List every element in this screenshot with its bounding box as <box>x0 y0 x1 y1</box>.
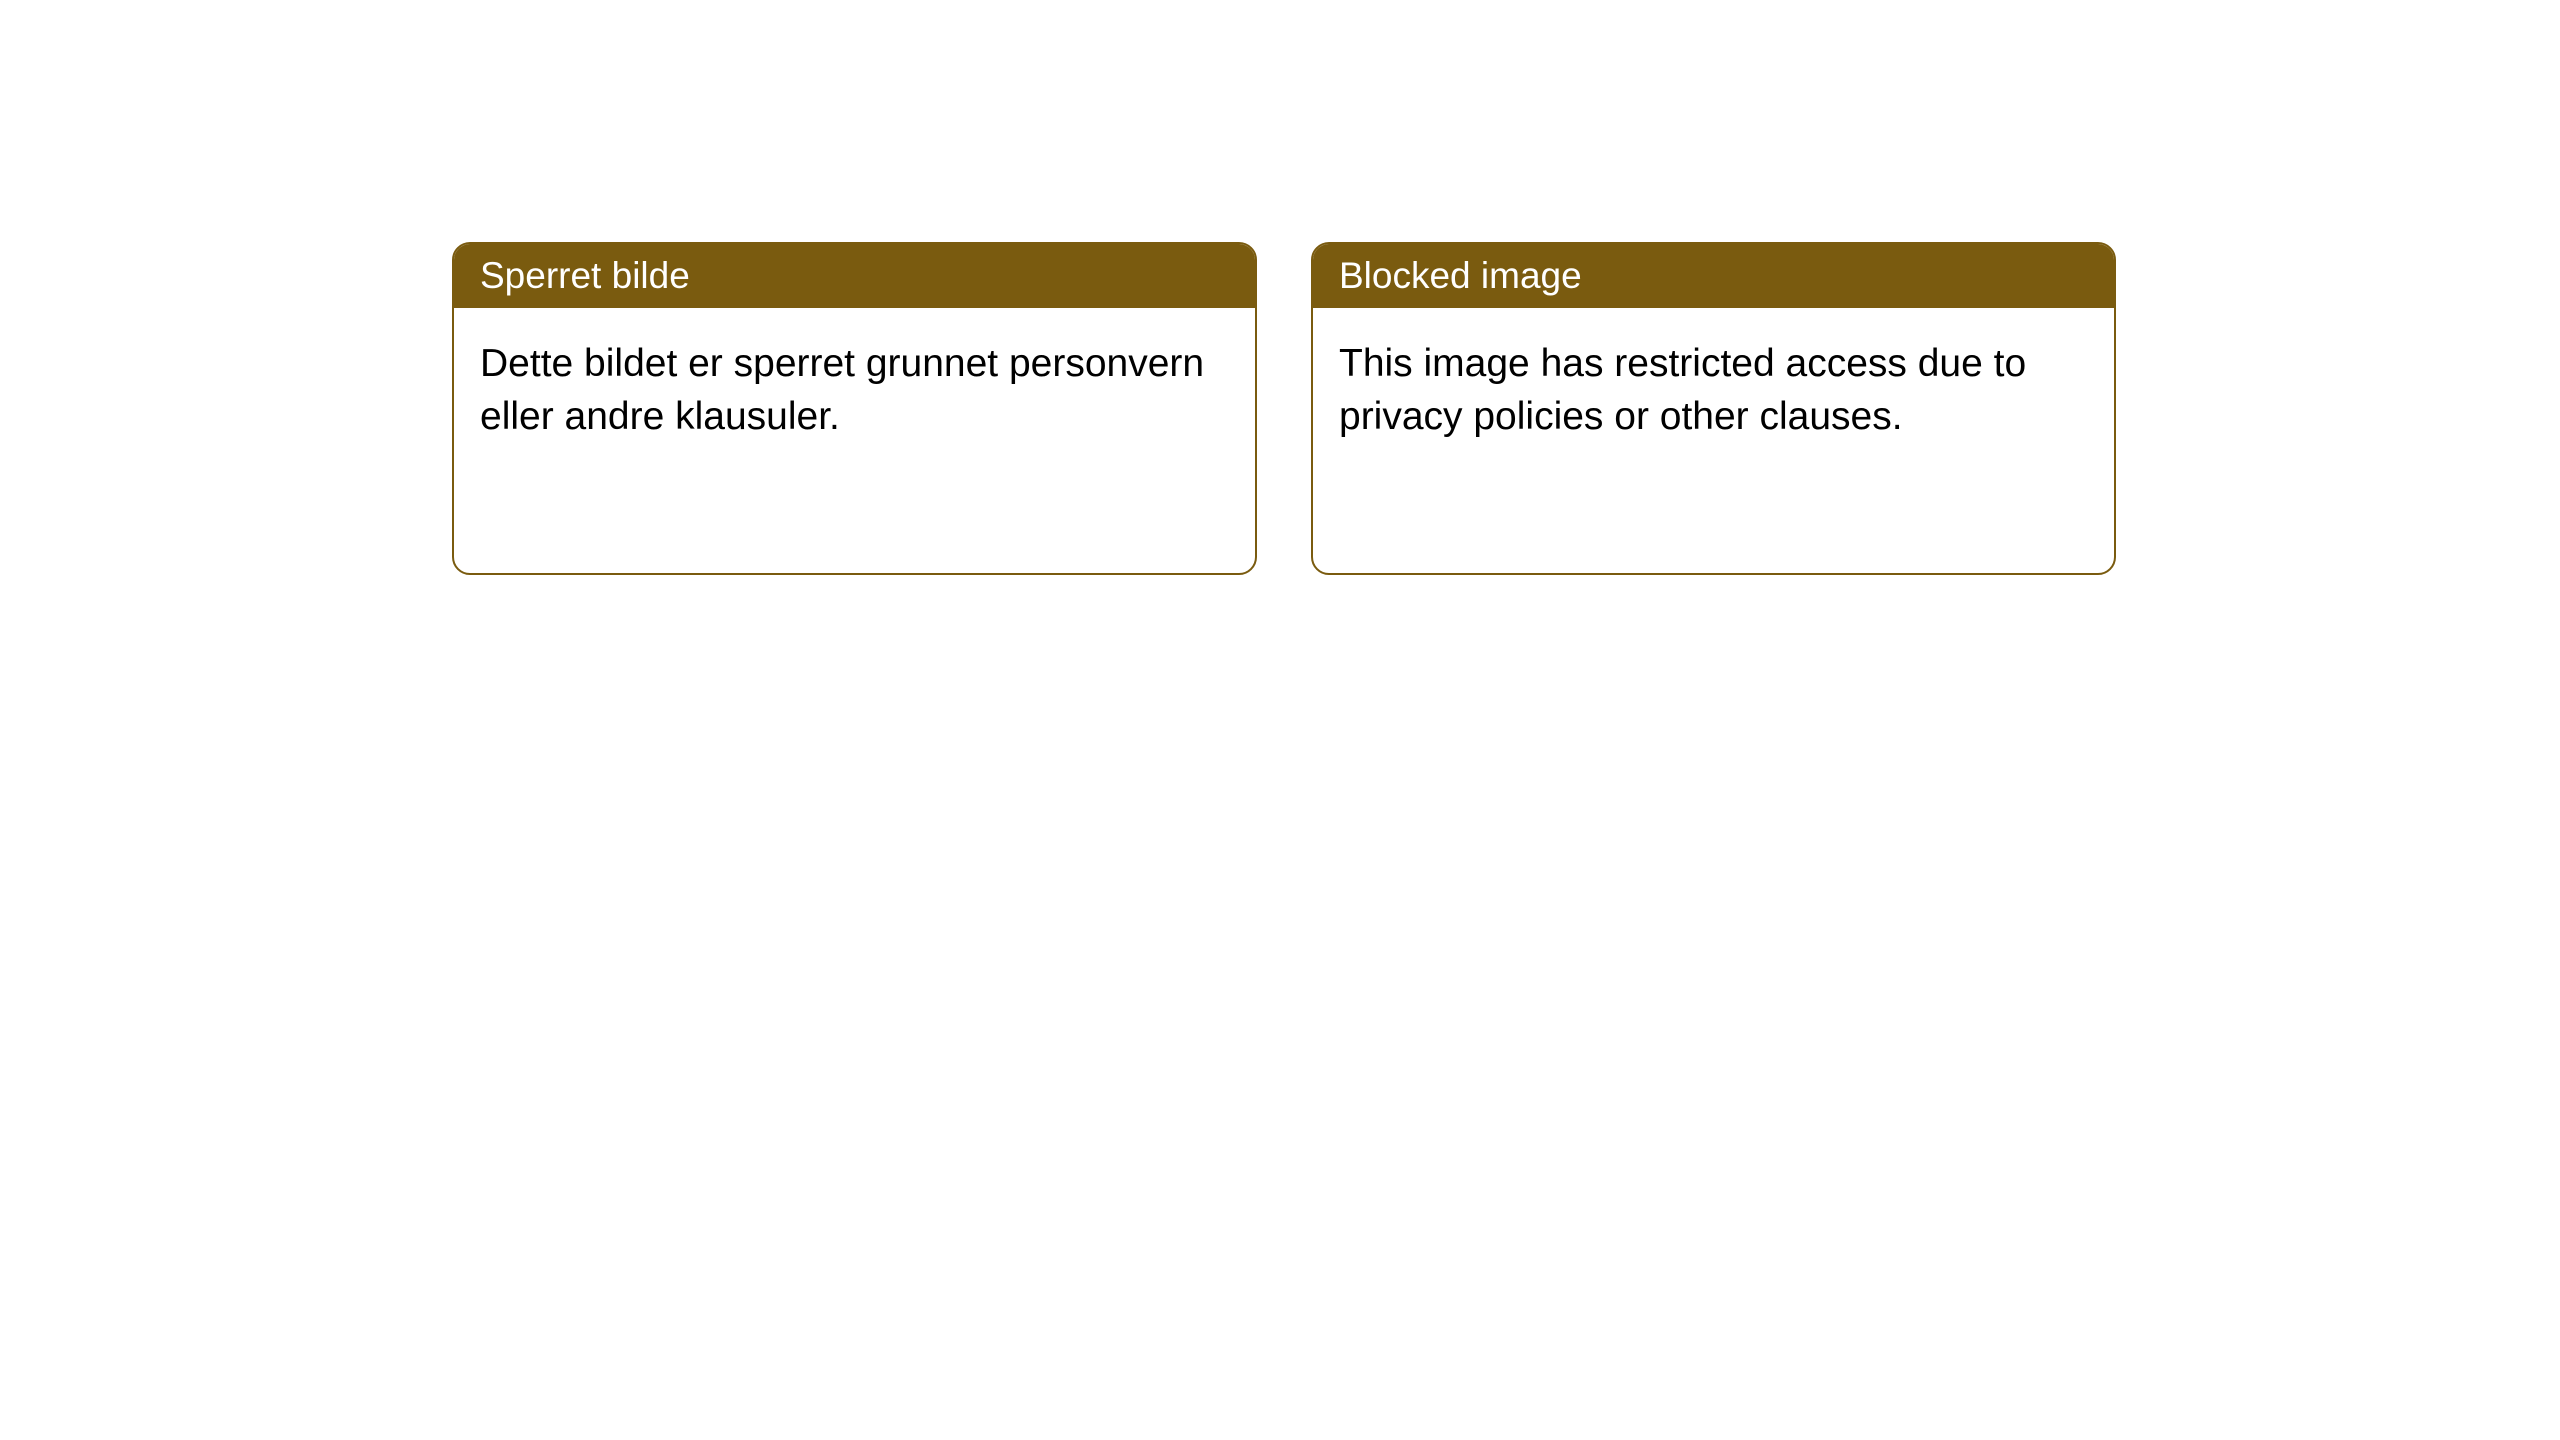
notice-body: Dette bildet er sperret grunnet personve… <box>454 308 1255 473</box>
notice-header: Blocked image <box>1313 244 2114 308</box>
notice-body: This image has restricted access due to … <box>1313 308 2114 473</box>
notice-card-english: Blocked image This image has restricted … <box>1311 242 2116 575</box>
notice-header: Sperret bilde <box>454 244 1255 308</box>
notice-card-norwegian: Sperret bilde Dette bildet er sperret gr… <box>452 242 1257 575</box>
notice-container: Sperret bilde Dette bildet er sperret gr… <box>0 0 2560 575</box>
